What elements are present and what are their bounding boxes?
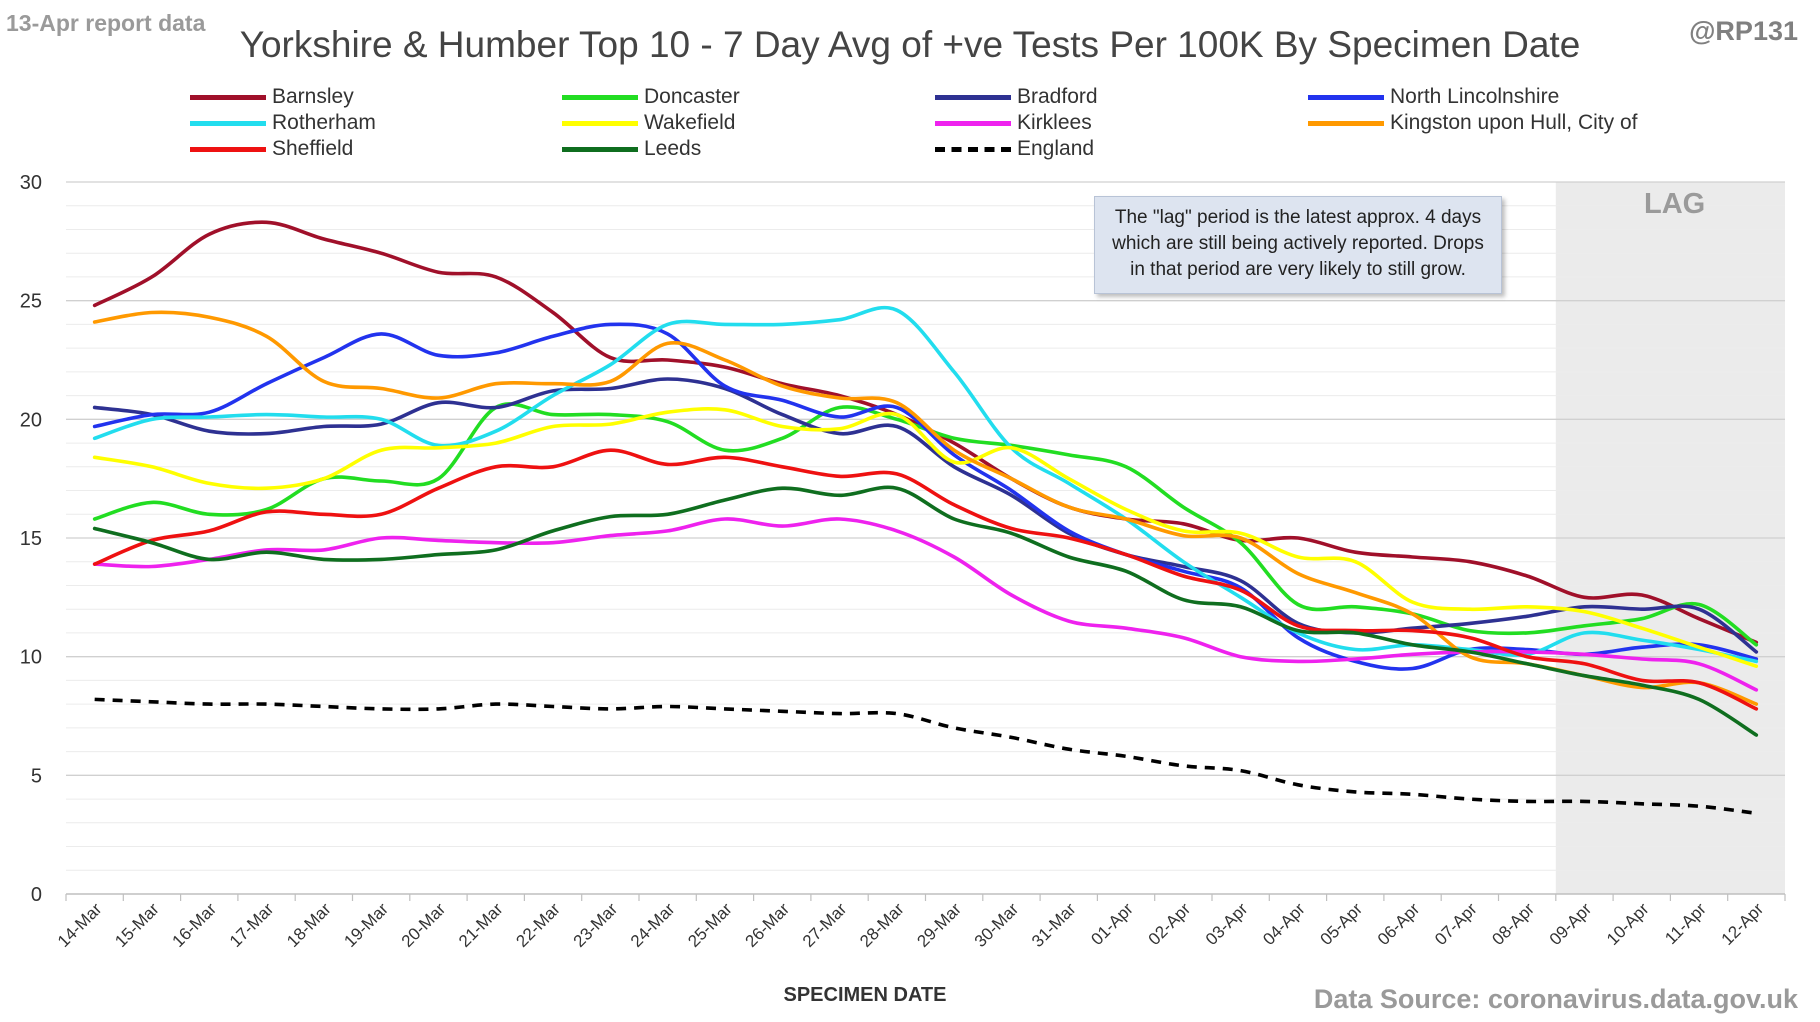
series-line-kirklees	[92, 517, 1759, 692]
lag-region-label: LAG	[1644, 188, 1706, 220]
legend-swatch	[1308, 94, 1384, 100]
x-tick-label: 23-Mar	[570, 899, 622, 951]
x-tick-label: 06-Apr	[1374, 899, 1424, 949]
legend-label: Leeds	[644, 137, 702, 160]
legend-item-north-lincolnshire: North Lincolnshire	[1308, 84, 1559, 110]
x-tick-label: 21-Mar	[455, 899, 507, 951]
legend-swatch	[190, 120, 266, 126]
x-tick-label: 22-Mar	[512, 899, 564, 951]
x-tick-label: 03-Apr	[1202, 899, 1252, 949]
legend-label: Wakefield	[644, 111, 736, 134]
x-tick-label: 08-Apr	[1488, 899, 1538, 949]
series-line-leeds	[92, 485, 1759, 737]
x-tick-label: 19-Mar	[340, 899, 392, 951]
legend-label: Sheffield	[272, 137, 354, 160]
legend-label: England	[1017, 137, 1095, 160]
series-line-barnsley	[92, 220, 1759, 645]
legend-label: Kirklees	[1017, 111, 1092, 134]
chart-legend: Barnsley Doncaster Bradford North Lincolnsh…	[190, 84, 1690, 168]
series-line-doncaster	[92, 402, 1759, 647]
report-date-tag: 13-Apr report data	[6, 10, 206, 36]
series-line-rotherham	[92, 305, 1759, 664]
x-tick-label: 16-Mar	[169, 899, 221, 951]
x-tick-label: 25-Mar	[684, 899, 736, 951]
x-tick-label: 10-Apr	[1603, 899, 1653, 949]
legend-swatch	[562, 120, 638, 126]
chart-title: Yorkshire & Humber Top 10 - 7 Day Avg of…	[239, 24, 1581, 65]
x-tick-label: 18-Mar	[283, 899, 335, 951]
legend-label: Doncaster	[644, 85, 740, 108]
x-tick-label: 26-Mar	[742, 899, 794, 951]
series-line-bradford	[92, 377, 1759, 654]
legend-item-barnsley: Barnsley	[190, 84, 354, 110]
legend-label: Barnsley	[272, 85, 354, 108]
legend-item-kirklees: Kirklees	[935, 110, 1092, 136]
legend-label: North Lincolnshire	[1390, 85, 1560, 108]
legend-item-england: England	[935, 136, 1094, 162]
legend-item-leeds: Leeds	[562, 136, 701, 162]
data-source: Data Source: coronavirus.data.gov.uk	[1313, 984, 1798, 1014]
y-tick-label: 20	[20, 409, 42, 431]
x-tick-label: 14-Mar	[54, 899, 106, 951]
legend-swatch	[1308, 120, 1384, 126]
x-tick-label: 02-Apr	[1145, 899, 1195, 949]
legend-swatch	[935, 94, 1011, 100]
legend-item-rotherham: Rotherham	[190, 110, 376, 136]
legend-swatch	[935, 120, 1011, 126]
x-tick-label: 27-Mar	[799, 899, 851, 951]
series-line-kingston-upon-hull-city-of	[92, 310, 1759, 706]
x-tick-label: 15-Mar	[111, 899, 163, 951]
legend-label: Kingston upon Hull, City of	[1390, 111, 1638, 134]
y-tick-label: 5	[31, 765, 42, 787]
x-tick-label: 09-Apr	[1546, 899, 1596, 949]
series-line-wakefield	[92, 407, 1759, 668]
legend-item-kingston-upon-hull-city-of: Kingston upon Hull, City of	[1308, 110, 1637, 136]
y-tick-label: 0	[31, 884, 42, 906]
series-line-sheffield	[92, 448, 1759, 711]
legend-swatch	[190, 94, 266, 100]
x-tick-label: 12-Apr	[1718, 899, 1768, 949]
x-tick-label: 11-Apr	[1661, 899, 1710, 948]
x-tick-label: 01-Apr	[1087, 899, 1137, 949]
x-tick-label: 07-Apr	[1431, 899, 1481, 949]
legend-label: Bradford	[1017, 85, 1098, 108]
series-line-england	[94, 697, 1757, 816]
legend-item-sheffield: Sheffield	[190, 136, 353, 162]
x-tick-label: 31-Mar	[1028, 899, 1080, 951]
x-tick-label: 04-Apr	[1259, 899, 1309, 949]
x-tick-label: 29-Mar	[913, 899, 965, 951]
y-tick-label: 30	[20, 172, 42, 194]
legend-item-wakefield: Wakefield	[562, 110, 735, 136]
x-tick-label: 30-Mar	[971, 899, 1023, 951]
author-handle: @RP131	[1689, 16, 1798, 46]
y-tick-label: 25	[20, 291, 42, 313]
legend-swatch	[935, 146, 1011, 152]
lag-note-box: The "lag" period is the latest approx. 4…	[1094, 196, 1502, 294]
y-tick-label: 10	[20, 647, 42, 669]
x-tick-label: 20-Mar	[398, 899, 450, 951]
legend-swatch	[562, 94, 638, 100]
x-tick-label: 24-Mar	[627, 899, 679, 951]
legend-item-bradford: Bradford	[935, 84, 1098, 110]
x-axis-title: SPECIMEN DATE	[783, 984, 947, 1006]
legend-item-doncaster: Doncaster	[562, 84, 740, 110]
legend-swatch	[562, 146, 638, 152]
x-tick-label: 28-Mar	[856, 899, 908, 951]
y-tick-label: 15	[20, 528, 42, 550]
x-tick-label: 17-Mar	[226, 899, 278, 951]
legend-swatch	[190, 146, 266, 152]
legend-label: Rotherham	[272, 111, 376, 134]
x-tick-label: 05-Apr	[1317, 899, 1367, 949]
